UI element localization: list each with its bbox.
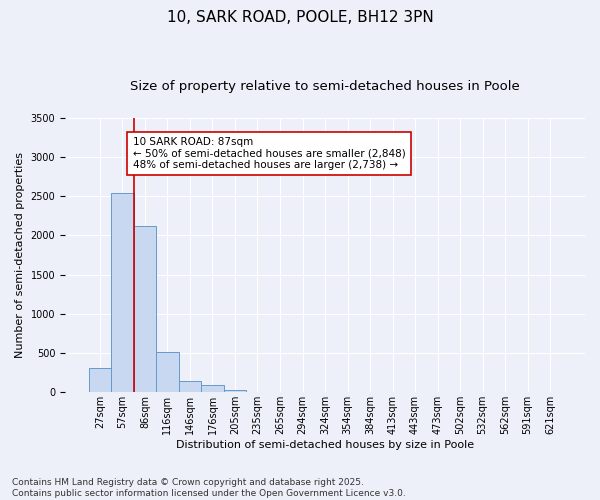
Bar: [134, 226, 156, 392]
Text: Contains HM Land Registry data © Crown copyright and database right 2025.
Contai: Contains HM Land Registry data © Crown c…: [12, 478, 406, 498]
Title: Size of property relative to semi-detached houses in Poole: Size of property relative to semi-detach…: [130, 80, 520, 93]
Y-axis label: Number of semi-detached properties: Number of semi-detached properties: [15, 152, 25, 358]
Bar: [179, 380, 201, 392]
X-axis label: Distribution of semi-detached houses by size in Poole: Distribution of semi-detached houses by …: [176, 440, 474, 450]
Text: 10 SARK ROAD: 87sqm
← 50% of semi-detached houses are smaller (2,848)
48% of sem: 10 SARK ROAD: 87sqm ← 50% of semi-detach…: [133, 137, 406, 170]
Text: 10, SARK ROAD, POOLE, BH12 3PN: 10, SARK ROAD, POOLE, BH12 3PN: [167, 10, 433, 25]
Bar: [89, 368, 111, 392]
Bar: [156, 352, 179, 393]
Bar: [224, 390, 246, 392]
Bar: [111, 193, 134, 392]
Bar: [201, 385, 224, 392]
